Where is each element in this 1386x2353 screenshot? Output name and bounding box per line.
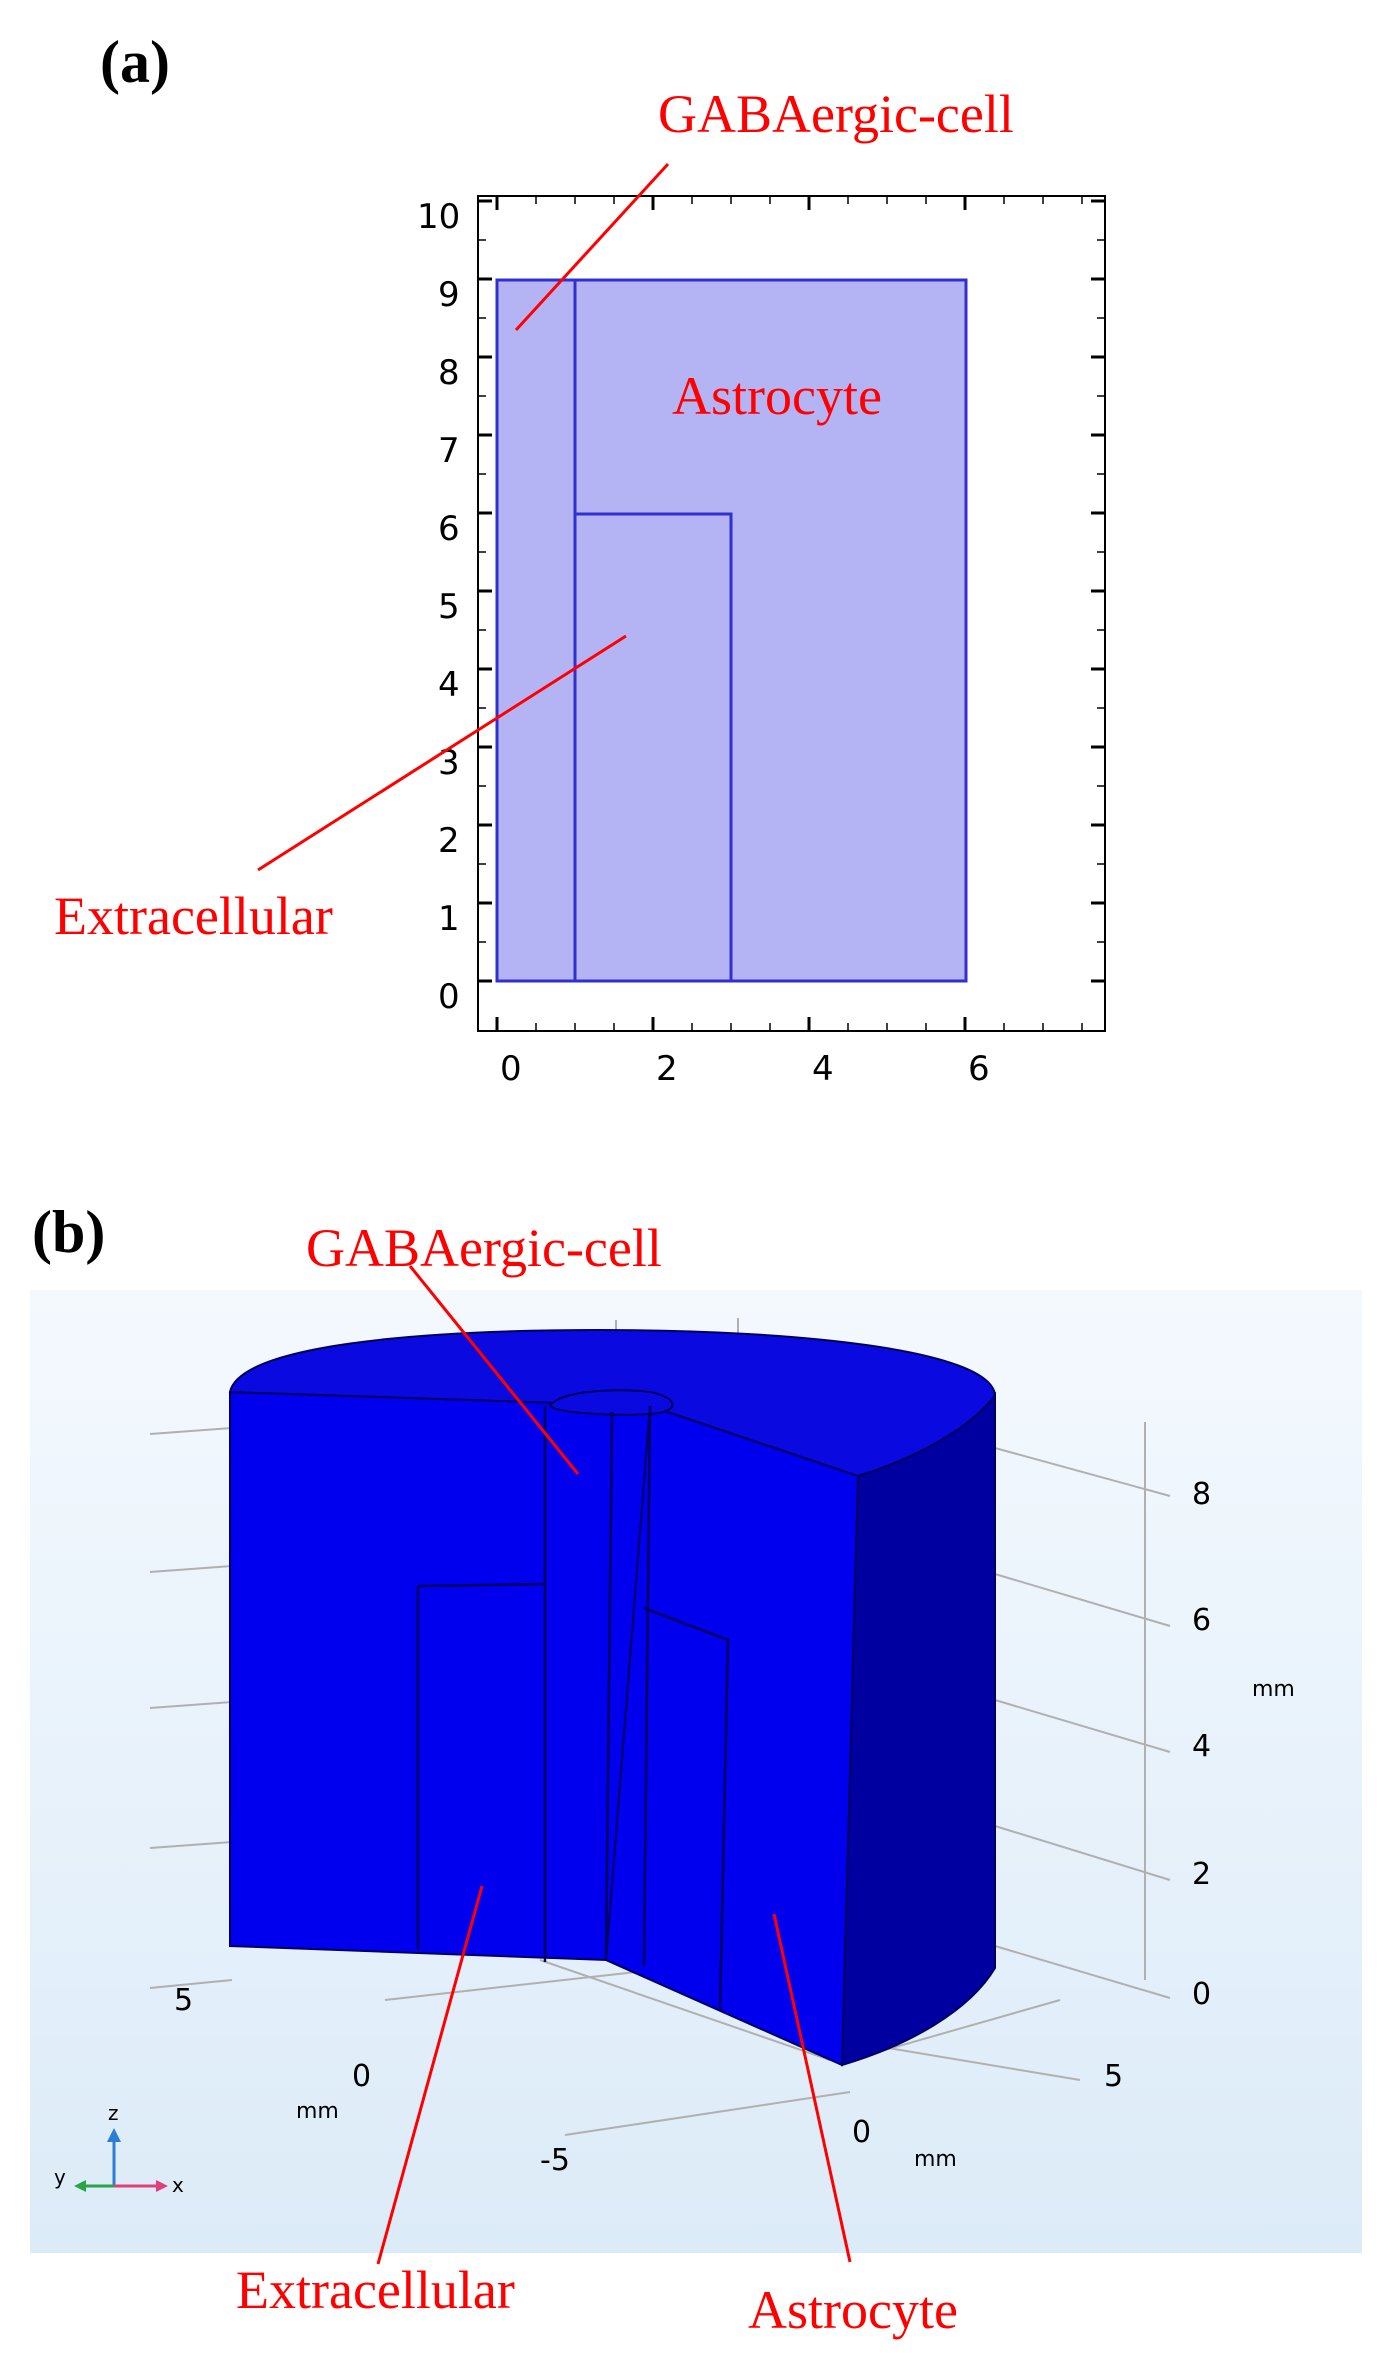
y-tick-label: 0 bbox=[438, 977, 460, 1017]
x-tick-label: 6 bbox=[968, 1049, 990, 1089]
right-tick-label: 5 bbox=[1104, 2059, 1123, 2094]
extracellular-leader-line bbox=[257, 634, 627, 872]
extracellular-leader-line-3d bbox=[376, 1885, 484, 2265]
y-tick-labels: 0 1 2 3 4 5 6 7 8 9 10 bbox=[417, 197, 460, 1017]
triad-y-label: y bbox=[54, 2165, 66, 2189]
gabaergic-callout: GABAergic-cell bbox=[658, 84, 1014, 144]
x-tick-label: 0 bbox=[500, 1049, 522, 1089]
astrocyte-leader-line-3d bbox=[772, 1913, 852, 2263]
left-tick-label: 0 bbox=[352, 2059, 371, 2094]
gabaergic-top-cap bbox=[548, 1389, 674, 1416]
z-tick-label: 6 bbox=[1192, 1603, 1211, 1638]
z-unit-label: mm bbox=[1252, 1677, 1295, 1702]
right-axis-tick-labels: 0 5 mm bbox=[852, 2059, 1123, 2172]
triad-x-arrow bbox=[156, 2180, 168, 2192]
cylinder-right-face bbox=[840, 1391, 996, 2067]
cylinder-cut-face-right bbox=[604, 1404, 860, 2067]
internal-boundaries bbox=[416, 1405, 730, 2011]
y-tick-label: 9 bbox=[438, 275, 460, 315]
cylinder-cut-face-left bbox=[229, 1390, 652, 1962]
panel-a-label: (a) bbox=[100, 29, 170, 95]
x-tick-labels: 0 2 4 6 bbox=[500, 1049, 990, 1089]
right-tick-label: 0 bbox=[852, 2115, 871, 2150]
extracellular-callout: Extracellular bbox=[54, 886, 333, 946]
y-tick-label: 6 bbox=[438, 509, 460, 549]
z-tick-label: 4 bbox=[1192, 1729, 1211, 1764]
panel-b: (b) bbox=[30, 1199, 1362, 2340]
gabaergic-leader-line-3d bbox=[408, 1265, 580, 1475]
z-tick-label: 0 bbox=[1192, 1977, 1211, 2012]
y-tick-label: 4 bbox=[438, 665, 460, 705]
triad-z-label: z bbox=[108, 2101, 119, 2125]
left-tick-label: 5 bbox=[174, 1983, 193, 2018]
astrocyte-callout-3d: Astrocyte bbox=[748, 2280, 958, 2340]
axis-triad: z y x bbox=[54, 2101, 184, 2197]
x-tick-label: 4 bbox=[812, 1049, 834, 1089]
left-tick-label: -5 bbox=[540, 2143, 570, 2178]
panel-a: (a) 0 1 2 3 4 5 6 7 8 9 10 0 2 4 6 bbox=[54, 29, 1106, 1089]
x-tick-label: 2 bbox=[656, 1049, 678, 1089]
y-tick-label: 8 bbox=[438, 353, 460, 393]
gabaergic-leader-line bbox=[514, 162, 670, 332]
triad-x-label: x bbox=[172, 2173, 184, 2197]
triad-y-arrow bbox=[74, 2180, 86, 2192]
left-axis-tick-labels: 5 0 -5 mm bbox=[174, 1983, 570, 2178]
y-tick-label: 1 bbox=[438, 899, 460, 939]
y-tick-label: 10 bbox=[417, 197, 460, 237]
right-unit-label: mm bbox=[914, 2147, 957, 2172]
extracellular-callout-3d: Extracellular bbox=[236, 2260, 515, 2320]
astrocyte-callout: Astrocyte bbox=[672, 366, 882, 426]
gabaergic-callout-3d: GABAergic-cell bbox=[306, 1218, 662, 1278]
x-axis-ticks bbox=[495, 196, 1083, 1031]
triad-z-arrow bbox=[107, 2128, 121, 2142]
left-unit-label: mm bbox=[296, 2099, 339, 2124]
domain-extracellular bbox=[573, 512, 733, 983]
y-axis-ticks bbox=[478, 199, 1105, 983]
z-tick-label: 8 bbox=[1192, 1477, 1211, 1512]
z-tick-label: 2 bbox=[1192, 1857, 1211, 1892]
y-tick-label: 7 bbox=[438, 431, 460, 471]
y-tick-label: 5 bbox=[438, 587, 460, 627]
panel-b-label: (b) bbox=[32, 1199, 105, 1265]
z-tick-labels: 0 2 4 6 8 mm bbox=[1192, 1477, 1295, 2012]
y-tick-label: 2 bbox=[438, 821, 460, 861]
